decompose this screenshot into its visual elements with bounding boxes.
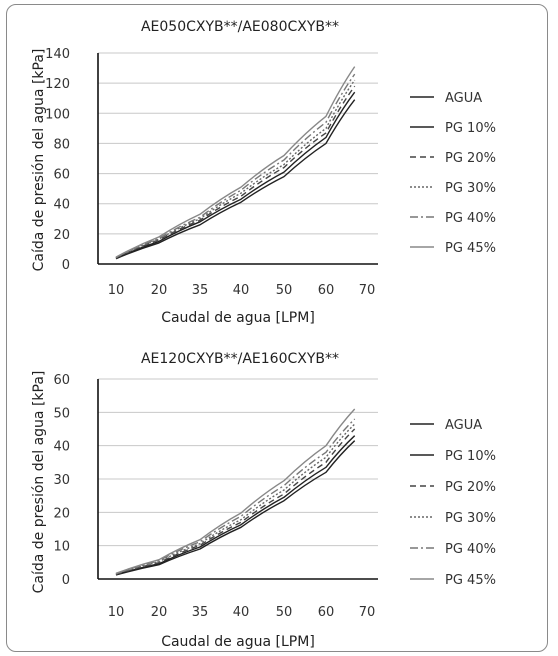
chart2-series-line-pg-30-: [115, 423, 356, 575]
chart1-legend-label: PG 20%: [445, 151, 496, 166]
chart1-legend-label: PG 10%: [445, 121, 496, 136]
chart1-y-tick-label: 20: [53, 228, 70, 243]
chart2-x-axis-label: Caudal de agua [LPM]: [161, 634, 315, 650]
chart1-y-axis-label: Caída de presión del agua [kPa]: [31, 49, 47, 272]
chart2-legend-label: PG 20%: [445, 480, 496, 495]
chart2-legend-label: PG 10%: [445, 449, 496, 464]
chart2-legend-label: PG 40%: [445, 542, 496, 557]
chart1-title: AE050CXYB**/AE080CXYB**: [141, 19, 339, 35]
chart1-y-tick-label: 80: [53, 137, 70, 152]
chart2-legend-label: PG 30%: [445, 511, 496, 526]
chart1-legend-label: PG 45%: [445, 241, 496, 256]
chart2-x-tick-label: 60: [318, 605, 335, 620]
chart1-x-tick-label: 70: [359, 283, 376, 298]
chart1-series-line-pg-40-: [115, 73, 356, 259]
chart1-x-axis-label: Caudal de agua [LPM]: [161, 310, 315, 326]
chart2-x-tick-label: 50: [276, 605, 293, 620]
chart1-y-tick-label: 0: [62, 258, 70, 273]
chart2-series-line-pg-10-: [115, 435, 356, 576]
chart2-legend-label: AGUA: [445, 418, 482, 433]
chart1-series-line-pg-30-: [115, 79, 356, 259]
chart2-y-tick-label: 40: [53, 440, 70, 455]
chart1-x-tick-label: 35: [192, 283, 209, 298]
chart2-x-tick-label: 70: [359, 605, 376, 620]
chart2-x-tick-label: 35: [192, 605, 209, 620]
chart1-legend-label: PG 40%: [445, 211, 496, 226]
chart1-x-tick-label: 50: [276, 283, 293, 298]
chart2-legend-label: PG 45%: [445, 573, 496, 588]
chart1-legend-label: PG 30%: [445, 181, 496, 196]
chart1-x-tick-label: 20: [151, 283, 168, 298]
chart2-title: AE120CXYB**/AE160CXYB**: [141, 351, 339, 367]
chart2-x-tick-label: 10: [108, 605, 125, 620]
chart2-y-tick-label: 20: [53, 506, 70, 521]
chart1-series-line-pg-20-: [115, 85, 356, 259]
chart1-y-tick-label: 60: [53, 168, 70, 183]
chart1-x-tick-label: 10: [108, 283, 125, 298]
chart1-legend-label: AGUA: [445, 91, 482, 106]
chart1-y-tick-label: 140: [45, 47, 70, 62]
chart2-x-tick-label: 20: [151, 605, 168, 620]
chart2-y-tick-label: 0: [62, 573, 70, 588]
chart2-y-tick-label: 60: [53, 373, 70, 388]
chart2-x-tick-label: 40: [233, 605, 250, 620]
chart1-x-tick-label: 40: [233, 283, 250, 298]
chart2-y-tick-label: 50: [53, 406, 70, 421]
chart1-y-tick-label: 120: [45, 77, 70, 92]
chart2-series-line-agua: [115, 440, 356, 576]
chart2-series-line-pg-40-: [115, 418, 356, 575]
chart2-series-line-pg-20-: [115, 428, 356, 575]
chart-frame: [6, 4, 548, 652]
chart2-y-tick-label: 30: [53, 473, 70, 488]
chart1-series-line-pg-10-: [115, 91, 356, 259]
chart1-y-tick-label: 40: [53, 198, 70, 213]
chart1-series-line-agua: [115, 99, 356, 260]
chart2-series-line-pg-45-: [115, 408, 356, 574]
chart2-y-tick-label: 10: [53, 540, 70, 555]
chart2-y-axis-label: Caída de presión del agua [kPa]: [31, 371, 47, 594]
chart1-y-tick-label: 100: [45, 107, 70, 122]
chart1-x-tick-label: 60: [318, 283, 335, 298]
chart1-series-line-pg-45-: [115, 66, 356, 258]
